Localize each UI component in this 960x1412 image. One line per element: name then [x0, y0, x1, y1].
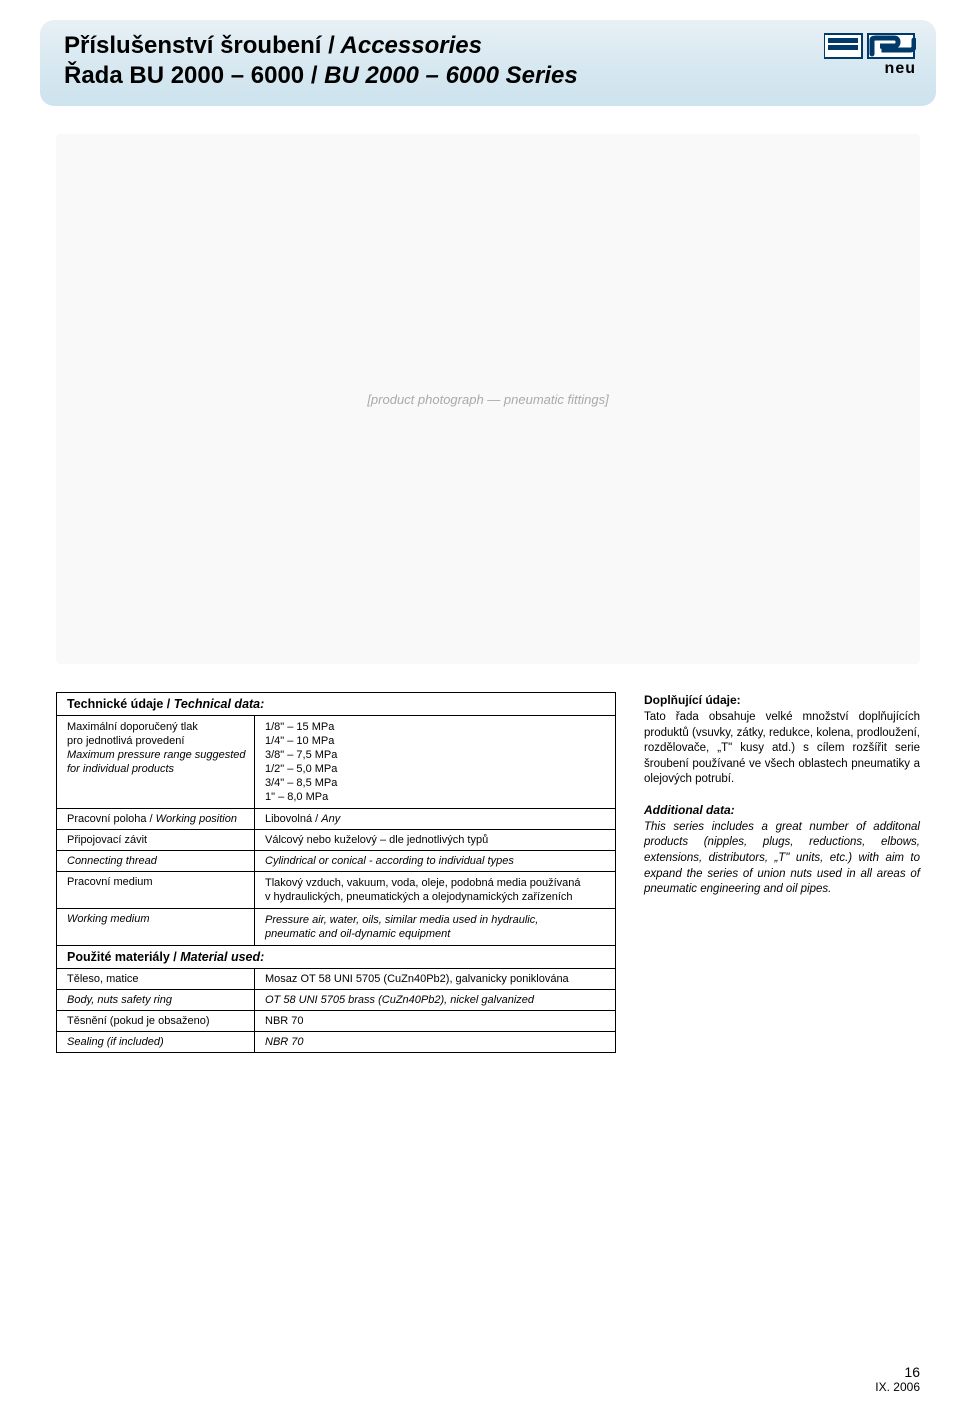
product-image: [product photograph — pneumatic fittings…	[56, 134, 920, 664]
label-line: Maximální doporučený tlak	[67, 720, 246, 734]
desc-body-cz: Tato řada obsahuje velké množství doplňu…	[644, 710, 920, 788]
row-label: Body, nuts safety ring	[57, 990, 255, 1010]
label-line: pro jednotlivá provedení	[67, 734, 246, 748]
page-number: 16	[875, 1364, 920, 1380]
title-secondary-it: BU 2000 – 6000 Series	[318, 62, 578, 89]
row-value: Válcový nebo kuželový – dle jednotlivých…	[255, 830, 615, 850]
technical-data-table: Technické údaje / Technical data: Maximá…	[56, 692, 616, 1053]
title-primary-it: Accessories	[335, 32, 482, 59]
table-row: Pracovní medium Tlakový vzduch, vakuum, …	[57, 871, 615, 908]
side-description: Doplňující údaje: Tato řada obsahuje vel…	[644, 692, 920, 1053]
row-label: Připojovací závit	[57, 830, 255, 850]
desc-block-cz: Doplňující údaje: Tato řada obsahuje vel…	[644, 692, 920, 788]
table-row: Working medium Pressure air, water, oils…	[57, 908, 615, 945]
desc-title-cz: Doplňující údaje:	[644, 692, 920, 708]
table-title-row: Technické údaje / Technical data:	[57, 693, 615, 715]
row-value: Pressure air, water, oils, similar media…	[255, 909, 615, 945]
label-line: Maximum pressure range suggested	[67, 748, 246, 762]
table-row: Maximální doporučený tlak pro jednotlivá…	[57, 715, 615, 808]
row-value: Mosaz OT 58 UNI 5705 (CuZn40Pb2), galvan…	[255, 969, 615, 989]
page-footer: 16 IX. 2006	[875, 1364, 920, 1394]
table-row: Pracovní poloha / Working position Libov…	[57, 808, 615, 829]
section-title-it: Material used:	[180, 950, 264, 964]
logo-text: neu	[885, 60, 916, 78]
desc-body-en: This series includes a great number of a…	[644, 820, 920, 898]
table-title-it: Technical data:	[174, 697, 265, 711]
value-line: 3/4" – 8,5 MPa	[265, 776, 607, 790]
desc-block-en: Additional data: This series includes a …	[644, 802, 920, 898]
row-label: Těleso, matice	[57, 969, 255, 989]
row-value: Cylindrical or conical - according to in…	[255, 851, 615, 871]
value-line: 1/8" – 15 MPa	[265, 720, 607, 734]
table-row: Body, nuts safety ring OT 58 UNI 5705 br…	[57, 989, 615, 1010]
value-line: 1/2" – 5,0 MPa	[265, 762, 607, 776]
header-title-2: Řada BU 2000 – 6000 / BU 2000 – 6000 Ser…	[64, 62, 806, 90]
row-value: Libovolná / Any	[255, 809, 615, 829]
value-line: 3/8" – 7,5 MPa	[265, 748, 607, 762]
section-title: Použité materiály /	[67, 950, 180, 964]
row-label: Sealing (if included)	[57, 1032, 255, 1052]
value-line: 1" – 8,0 MPa	[265, 790, 607, 804]
title-secondary: Řada BU 2000 – 6000 /	[64, 62, 318, 89]
row-value: NBR 70	[255, 1011, 615, 1031]
row-label: Pracovní poloha / Working position	[57, 809, 255, 829]
table-row: Těleso, matice Mosaz OT 58 UNI 5705 (CuZ…	[57, 968, 615, 989]
row-value: Tlakový vzduch, vakuum, voda, oleje, pod…	[255, 872, 615, 908]
table-title: Technické údaje /	[67, 697, 174, 711]
page-header: Příslušenství šroubení / Accessories Řad…	[40, 20, 936, 106]
table-row: Sealing (if included) NBR 70	[57, 1031, 615, 1052]
row-label: Těsnění (pokud je obsaženo)	[57, 1011, 255, 1031]
table-row: Těsnění (pokud je obsaženo) NBR 70	[57, 1010, 615, 1031]
row-label: Connecting thread	[57, 851, 255, 871]
label-line: for individual products	[67, 762, 246, 776]
brand-logo: neu	[806, 32, 916, 86]
table-row: Connecting thread Cylindrical or conical…	[57, 850, 615, 871]
row-value: 1/8" – 15 MPa 1/4" – 10 MPa 3/8" – 7,5 M…	[255, 716, 615, 808]
lower-content: Technické údaje / Technical data: Maximá…	[56, 692, 920, 1053]
row-label: Pracovní medium	[57, 872, 255, 908]
row-label: Working medium	[57, 909, 255, 945]
header-titles: Příslušenství šroubení / Accessories Řad…	[64, 32, 806, 92]
table-row: Připojovací závit Válcový nebo kuželový …	[57, 829, 615, 850]
image-placeholder: [product photograph — pneumatic fittings…	[367, 392, 608, 407]
table-section-row: Použité materiály / Material used:	[57, 945, 615, 968]
logo-icon	[824, 32, 916, 62]
value-line: 1/4" – 10 MPa	[265, 734, 607, 748]
title-primary: Příslušenství šroubení /	[64, 32, 335, 59]
desc-title-en: Additional data:	[644, 802, 920, 818]
row-label: Maximální doporučený tlak pro jednotlivá…	[57, 716, 255, 808]
row-value: NBR 70	[255, 1032, 615, 1052]
header-title-1: Příslušenství šroubení / Accessories	[64, 32, 806, 60]
row-value: OT 58 UNI 5705 brass (CuZn40Pb2), nickel…	[255, 990, 615, 1010]
